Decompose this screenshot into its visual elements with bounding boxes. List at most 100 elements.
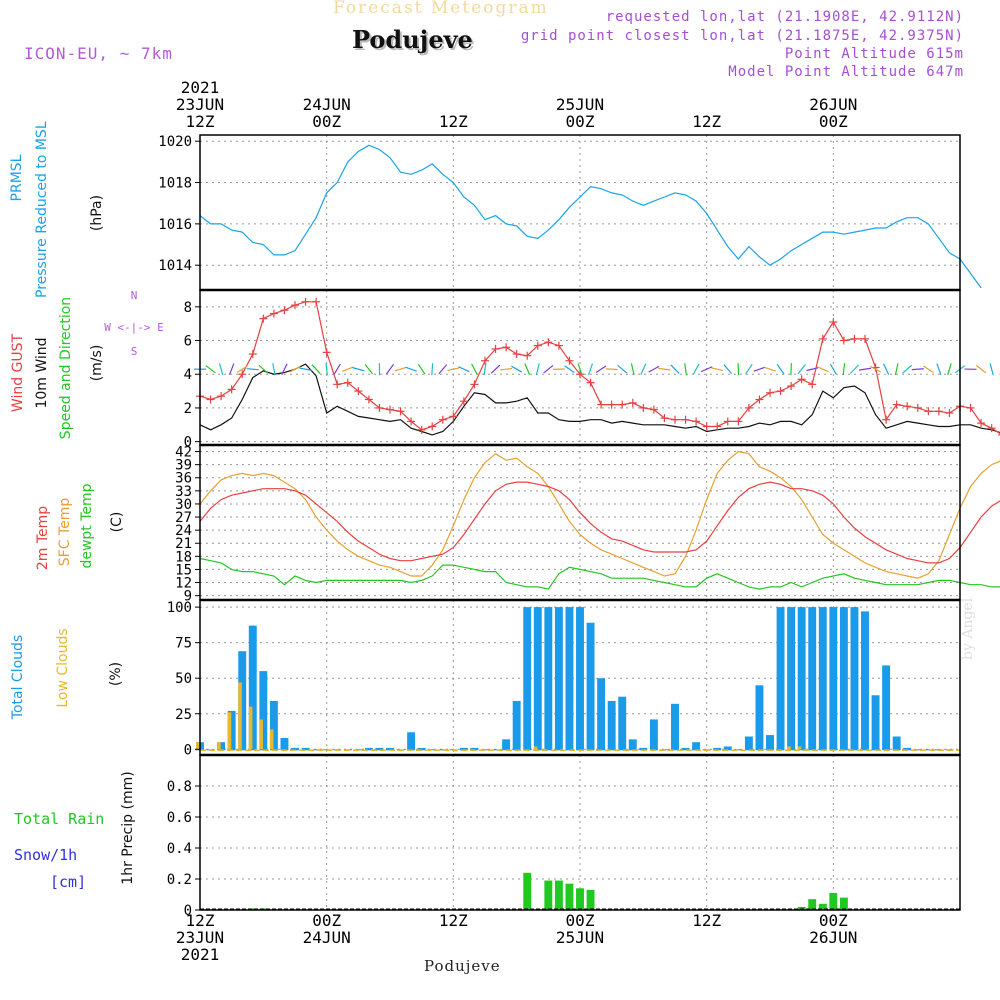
wind-direction-arrow	[894, 363, 899, 376]
wind-direction-arrow	[228, 363, 235, 376]
low-cloud-bar	[217, 742, 221, 750]
wind-direction-arrow	[648, 365, 660, 373]
total-cloud-bar	[681, 747, 690, 751]
total-cloud-bar	[375, 747, 384, 751]
wind-direction-arrow	[438, 364, 448, 375]
total-cloud-bar	[639, 747, 648, 751]
y-tick-label: 24	[175, 523, 192, 539]
wind-direction-arrow	[577, 363, 583, 376]
rain-bar	[554, 880, 563, 910]
wind-direction-arrow	[745, 363, 753, 375]
total-cloud-bar	[544, 607, 553, 751]
y-tick-label: 100	[167, 600, 192, 616]
wind-direction-arrow	[911, 368, 924, 371]
total-cloud-bar	[607, 700, 616, 751]
grid-layer	[199, 135, 960, 911]
time-label-bottom: 00Z	[566, 911, 595, 930]
low-cloud-bar	[259, 719, 263, 750]
wind-direction-arrow	[471, 363, 478, 375]
wind-direction-arrow	[670, 364, 680, 374]
wind-direction-arrow	[299, 367, 312, 371]
y-tick-label: 1018	[158, 176, 192, 192]
y-tick-label: 25	[175, 707, 192, 723]
wind-direction-arrow	[658, 367, 671, 371]
model-label: ICON-EU, ~ 7km	[24, 44, 173, 63]
wind-direction-arrow	[236, 365, 248, 373]
wind-direction-arrow	[630, 363, 635, 376]
grid-point-coords: grid point closest lon,lat (21.1875E, 42…	[520, 28, 964, 44]
total-cloud-bar	[533, 607, 542, 751]
low-cloud-bar	[533, 746, 538, 750]
y-tick-label: 18	[175, 549, 192, 565]
y-tick-label: 39	[175, 458, 192, 474]
total-cloud-bar	[829, 607, 838, 751]
frame-layer	[195, 134, 961, 911]
wind-direction-arrow	[311, 364, 321, 374]
rain-bar	[565, 883, 574, 910]
low-cloud-bar	[797, 746, 802, 750]
total-cloud-bar	[861, 611, 869, 751]
y-tick-label: 30	[175, 497, 192, 513]
requested-coords: requested lon,lat (21.1908E, 42.9112N)	[605, 9, 964, 25]
wind-direction-arrow	[776, 363, 785, 375]
wind-direction-arrow	[817, 366, 829, 373]
total-cloud-bar	[438, 749, 447, 751]
wind-direction-arrow	[535, 363, 540, 376]
y-tick-label: 12	[175, 576, 192, 592]
total-cloud-bar	[882, 665, 891, 751]
rain-bar	[839, 897, 848, 910]
total-cloud-bar	[238, 651, 247, 751]
total-cloud-bar	[839, 607, 848, 751]
wind-direction-arrow	[258, 364, 269, 374]
wind-direction-arrow	[947, 363, 952, 376]
wind-direction-arrow	[524, 363, 531, 375]
wind-direction-arrow	[385, 363, 395, 375]
total-cloud-bar	[713, 747, 722, 751]
low-cloud-bar	[787, 746, 791, 750]
wind-direction-arrow	[723, 364, 733, 375]
low-cloud-bar	[196, 742, 200, 750]
wind-direction-arrow	[564, 365, 575, 374]
wind-direction-arrow	[281, 363, 288, 375]
wind-direction-arrow	[500, 367, 513, 371]
total-cloud-bar	[386, 747, 394, 751]
wind-direction-arrow	[431, 363, 434, 376]
time-label-top: 12Z	[692, 112, 721, 131]
y-tick-label: 9	[184, 589, 192, 605]
total-cloud-bar	[818, 607, 827, 751]
rain-bar	[248, 908, 257, 910]
rain-bar	[523, 872, 532, 910]
total-cloud-bar	[850, 607, 859, 751]
wind-direction-arrow	[272, 363, 276, 376]
wind-direction-arrow	[605, 368, 618, 371]
total-cloud-bar	[649, 719, 658, 751]
wind-direction-arrow	[829, 363, 837, 375]
meta-super-title: Forecast Meteogram	[333, 0, 549, 18]
total-cloud-bar	[776, 607, 785, 751]
wind-direction-arrow	[764, 366, 776, 372]
wind-direction-arrow	[405, 366, 417, 372]
total-cloud-bar	[924, 749, 933, 751]
rain-bar	[544, 880, 553, 910]
y-tick-label: 0.2	[167, 872, 192, 888]
wind-direction-arrow	[753, 366, 766, 372]
y-tick-label: 0.8	[167, 779, 192, 795]
total-cloud-bar	[291, 747, 299, 751]
total-cloud-bar	[512, 700, 521, 751]
sfc-temp-line	[199, 450, 1000, 579]
wind-direction-arrow	[352, 367, 365, 372]
t2m-line	[199, 481, 1000, 564]
y-tick-label: 0.4	[167, 841, 192, 857]
time-label-top: 12Z	[186, 112, 215, 131]
y-tick-label: 42	[175, 445, 192, 461]
wind-direction-arrow	[364, 364, 374, 375]
rain-bar	[818, 903, 827, 910]
snow-legend: Snow/1h	[14, 846, 78, 864]
wind-direction-arrow	[684, 363, 687, 376]
wind-direction-arrow	[333, 363, 341, 375]
wind-direction-arrow	[883, 363, 890, 375]
wind-direction-arrow	[617, 364, 628, 374]
compass-north: N	[131, 289, 138, 302]
total-cloud-bar	[913, 749, 922, 751]
snow-unit-legend: [cm]	[50, 873, 87, 891]
